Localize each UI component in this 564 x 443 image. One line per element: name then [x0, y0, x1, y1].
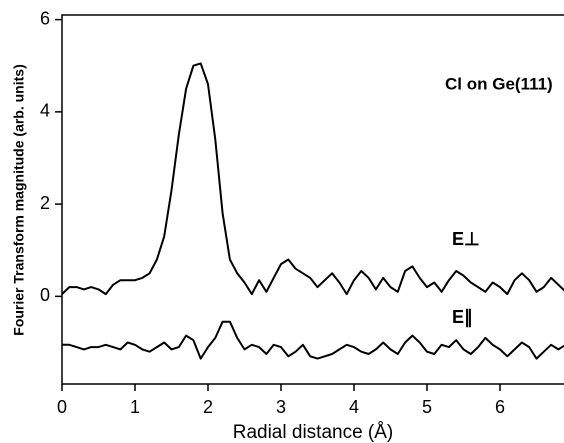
- x-axis-label: Radial distance (Å): [233, 422, 394, 443]
- x-tick-label: 3: [276, 397, 286, 417]
- y-tick-label: 6: [40, 8, 50, 28]
- annotation: Cl on Ge(111): [445, 74, 553, 93]
- axis-frame: [61, 14, 564, 385]
- series-line: [61, 62, 564, 296]
- series-label: E⊥: [452, 229, 480, 249]
- y-tick-label: 2: [40, 193, 50, 213]
- x-tick-label: 1: [130, 397, 140, 417]
- x-tick-label: 5: [422, 397, 432, 417]
- x-tick-label: 2: [203, 397, 213, 417]
- x-tick-label: 6: [495, 397, 505, 417]
- y-axis-label: Fourier Transform magnitude (arb. units): [11, 64, 27, 335]
- x-tick-label: 0: [57, 397, 67, 417]
- y-tick-label: 4: [40, 101, 50, 121]
- y-tick-label: 0: [40, 285, 50, 305]
- x-tick-label: 4: [349, 397, 359, 417]
- series-label: E∥: [452, 307, 473, 328]
- series-line: [62, 320, 564, 360]
